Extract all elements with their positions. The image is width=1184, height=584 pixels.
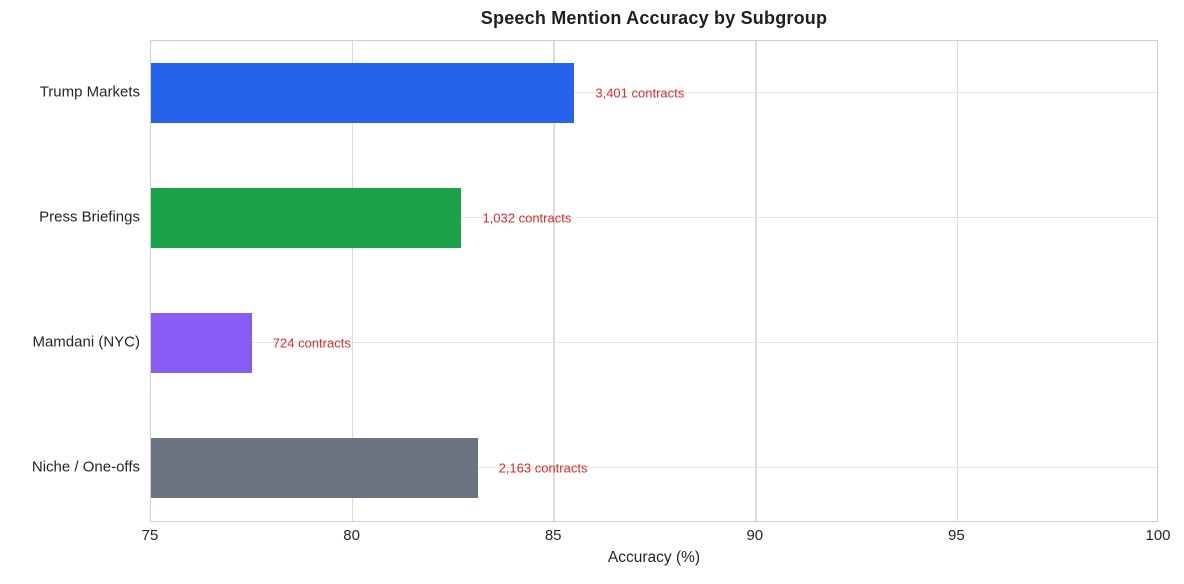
plot-area: 3,401 contracts 1,032 contracts 724 contra… bbox=[150, 40, 1158, 522]
chart-title: Speech Mention Accuracy by Subgroup bbox=[480, 8, 828, 28]
bar-mamdani-nyc bbox=[151, 312, 252, 373]
category-label: Press Briefings bbox=[39, 208, 140, 225]
bar-annotation: 2,163 contracts bbox=[498, 460, 588, 475]
gridline-horizontal bbox=[151, 216, 1157, 219]
gridline-vertical bbox=[755, 41, 757, 521]
x-tick-label: 80 bbox=[343, 527, 360, 544]
x-tick-label: 90 bbox=[746, 527, 764, 544]
bar-annotation: 724 contracts bbox=[272, 335, 351, 350]
gridline-horizontal bbox=[151, 466, 1157, 469]
gridline-vertical bbox=[553, 41, 555, 521]
x-tick-label: 100 bbox=[1145, 527, 1171, 544]
gridline-horizontal bbox=[151, 91, 1157, 94]
x-tick-label: 85 bbox=[544, 527, 562, 544]
bar-annotation: 1,032 contracts bbox=[482, 210, 572, 225]
bar-trump-markets bbox=[151, 62, 575, 123]
gridline-vertical bbox=[351, 41, 354, 521]
x-axis-label: Accuracy (%) bbox=[607, 549, 701, 566]
category-label: Niche / One-offs bbox=[31, 458, 140, 475]
category-label: Trump Markets bbox=[39, 83, 140, 100]
category-label: Mamdani (NYC) bbox=[32, 333, 140, 350]
x-tick-label: 95 bbox=[948, 527, 965, 544]
x-tick-label: 75 bbox=[141, 527, 159, 544]
bar-niche-one-offs bbox=[151, 437, 478, 498]
bar-annotation: 3,401 contracts bbox=[595, 85, 685, 100]
bar-press-briefings bbox=[151, 187, 462, 248]
gridline-vertical bbox=[956, 41, 959, 521]
gridline-horizontal bbox=[151, 341, 1157, 344]
